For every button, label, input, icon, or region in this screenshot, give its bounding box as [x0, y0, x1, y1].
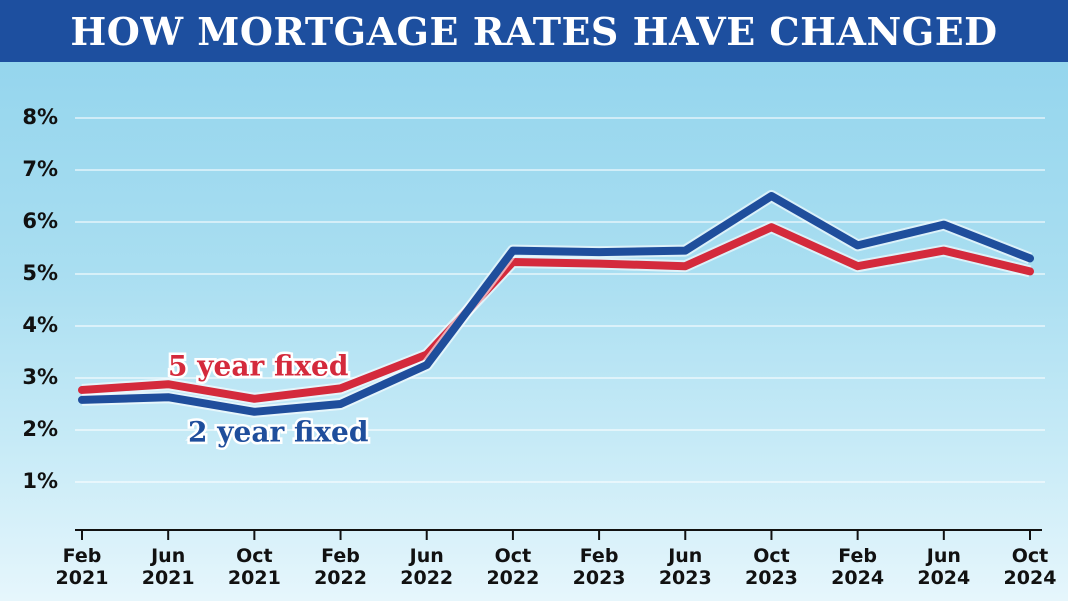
- x-tick-label: Oct 2021: [227, 545, 281, 589]
- y-tick-label: 5%: [22, 261, 58, 285]
- x-tick-label: Oct 2022: [486, 545, 540, 589]
- chart-title: HOW MORTGAGE RATES HAVE CHANGED: [0, 0, 1068, 62]
- y-tick-label: 3%: [22, 365, 58, 389]
- x-tick-label: Jun 2024: [917, 545, 971, 589]
- y-tick-label: 1%: [22, 469, 58, 493]
- series-line: [78, 223, 1034, 403]
- y-tick-label: 8%: [22, 105, 58, 129]
- x-tick-label: Jun 2022: [400, 545, 454, 589]
- x-tick-label: Feb 2023: [572, 545, 626, 589]
- y-tick-label: 7%: [22, 157, 58, 181]
- x-tick-label: Jun 2023: [658, 545, 712, 589]
- x-tick-label: Oct 2024: [1003, 545, 1057, 589]
- x-tick-label: Feb 2022: [314, 545, 367, 589]
- y-tick-label: 4%: [22, 313, 58, 337]
- series-label: 2 year fixed: [188, 416, 368, 449]
- y-tick-label: 6%: [22, 209, 58, 233]
- x-tick-label: Feb 2021: [55, 545, 109, 589]
- series-label: 5 year fixed: [168, 350, 348, 383]
- x-tick-label: Oct 2023: [745, 545, 798, 589]
- y-tick-label: 2%: [22, 417, 58, 441]
- series-line: [78, 192, 1034, 416]
- x-tick-label: Feb 2024: [831, 545, 885, 589]
- x-tick-label: Jun 2021: [141, 545, 195, 589]
